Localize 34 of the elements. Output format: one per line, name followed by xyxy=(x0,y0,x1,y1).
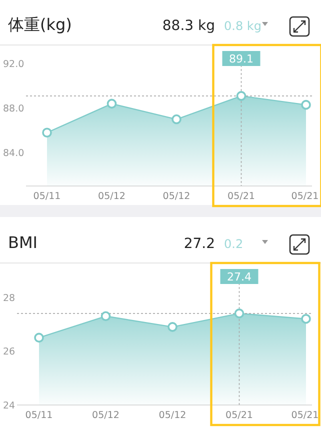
point xyxy=(301,100,311,110)
point xyxy=(172,114,182,124)
text: 88.3 kg xyxy=(162,18,215,34)
x-tick-label: 05/11 xyxy=(33,191,61,202)
point xyxy=(42,128,52,138)
x-tick-label: 05/21 xyxy=(228,191,255,202)
x-tick-label: 05/12 xyxy=(162,191,190,202)
x-tick-label: 05/12 xyxy=(98,191,126,202)
y-tick-label: 88.0 xyxy=(3,104,24,115)
y-tick-label: 28 xyxy=(3,292,16,304)
point xyxy=(234,308,244,318)
point xyxy=(100,311,111,322)
point xyxy=(106,98,117,109)
x-tick-label: 05/12 xyxy=(158,410,186,421)
y-tick-label: 26 xyxy=(3,346,16,358)
chart-title: 体重(kg) xyxy=(8,15,72,34)
annotation: 89.1 xyxy=(229,52,254,66)
x-tick-label: 05/11 xyxy=(25,410,53,421)
y-tick-label: 92.0 xyxy=(3,59,24,70)
x-tick-label: 05/21 xyxy=(291,410,319,421)
text: 27.2 xyxy=(184,236,215,252)
point xyxy=(168,322,178,332)
text: 0.8 kg xyxy=(224,19,262,33)
point xyxy=(301,314,311,324)
x-tick-label: 05/21 xyxy=(226,410,253,421)
y-tick-label: 24 xyxy=(3,400,16,412)
x-tick-label: 05/12 xyxy=(92,410,120,421)
y-tick-label: 84.0 xyxy=(3,148,24,160)
chart-title: BMI xyxy=(8,233,38,252)
point xyxy=(236,91,246,101)
annotation: 27.4 xyxy=(227,270,252,284)
text: 0.2 xyxy=(224,237,244,251)
point xyxy=(34,332,44,343)
x-tick-label: 05/21 xyxy=(291,191,319,202)
